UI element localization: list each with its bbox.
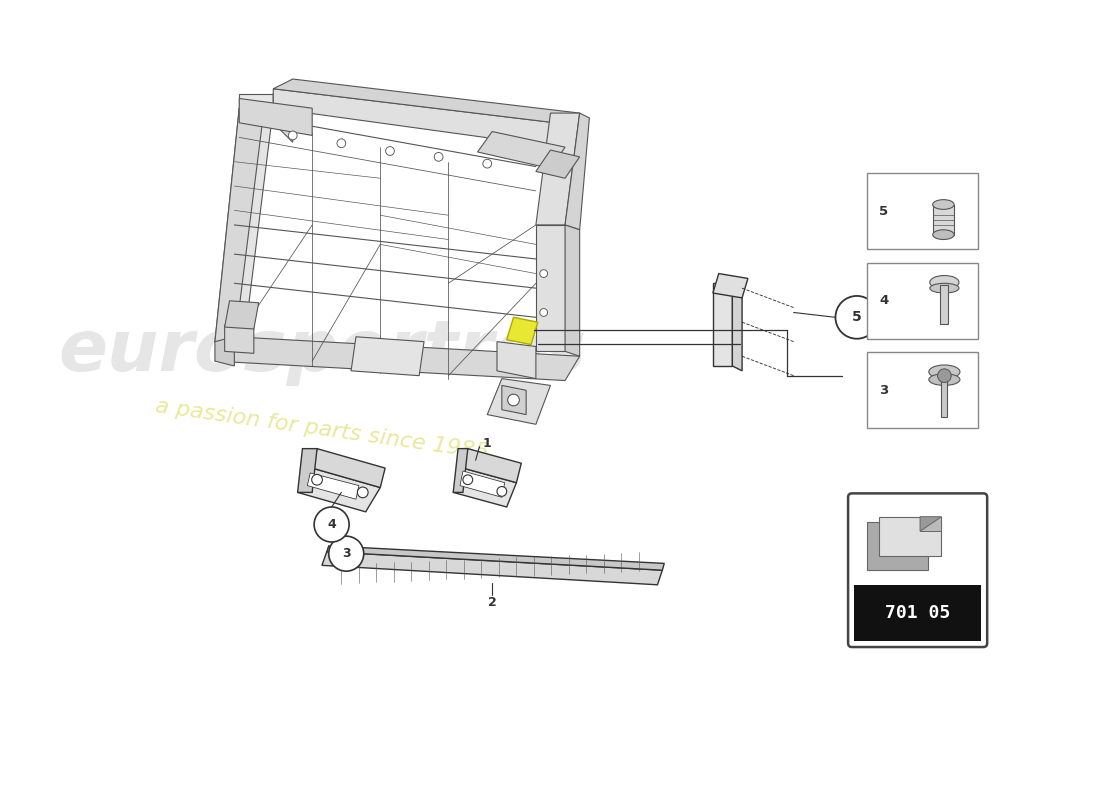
Polygon shape — [713, 283, 733, 366]
Polygon shape — [920, 517, 942, 531]
Bar — [942, 379, 947, 417]
Circle shape — [497, 486, 507, 496]
Polygon shape — [298, 468, 381, 512]
Polygon shape — [327, 546, 664, 570]
Circle shape — [288, 131, 297, 140]
Text: 701 05: 701 05 — [886, 604, 950, 622]
Ellipse shape — [930, 275, 959, 289]
Polygon shape — [565, 113, 590, 230]
Text: a passion for parts since 1985: a passion for parts since 1985 — [154, 396, 490, 462]
Circle shape — [540, 270, 548, 278]
Polygon shape — [273, 79, 580, 123]
Polygon shape — [214, 108, 273, 342]
Text: 3: 3 — [342, 547, 351, 560]
Polygon shape — [273, 89, 556, 147]
Polygon shape — [307, 473, 359, 499]
Polygon shape — [224, 301, 258, 329]
Polygon shape — [273, 94, 293, 142]
Polygon shape — [298, 449, 317, 492]
Ellipse shape — [930, 283, 959, 293]
Polygon shape — [460, 471, 505, 498]
Polygon shape — [239, 94, 273, 123]
Polygon shape — [214, 337, 580, 381]
Circle shape — [311, 474, 322, 485]
Text: 5: 5 — [852, 310, 861, 324]
Polygon shape — [502, 386, 526, 414]
Circle shape — [937, 369, 952, 382]
Bar — [867, 174, 978, 250]
Circle shape — [315, 507, 349, 542]
Polygon shape — [239, 98, 312, 135]
Polygon shape — [536, 225, 565, 351]
Text: 3: 3 — [879, 384, 889, 397]
Polygon shape — [322, 552, 662, 585]
Polygon shape — [879, 517, 942, 556]
Polygon shape — [224, 325, 254, 354]
Circle shape — [358, 487, 368, 498]
Polygon shape — [453, 468, 516, 507]
Polygon shape — [867, 522, 927, 570]
Circle shape — [483, 159, 492, 168]
Circle shape — [337, 139, 345, 148]
FancyBboxPatch shape — [848, 494, 987, 647]
Circle shape — [540, 309, 548, 316]
Polygon shape — [536, 113, 580, 225]
Polygon shape — [214, 108, 264, 346]
Circle shape — [463, 475, 473, 485]
Polygon shape — [487, 378, 550, 424]
Text: 5: 5 — [879, 205, 889, 218]
Text: 2: 2 — [487, 596, 496, 609]
Bar — [933, 206, 954, 234]
Polygon shape — [312, 449, 385, 487]
Polygon shape — [214, 337, 234, 366]
Circle shape — [835, 296, 878, 338]
Bar — [854, 585, 981, 642]
Polygon shape — [351, 337, 424, 376]
Polygon shape — [463, 449, 521, 482]
Text: 1: 1 — [483, 438, 491, 450]
Polygon shape — [920, 517, 942, 531]
Circle shape — [508, 394, 519, 406]
Bar — [867, 263, 978, 338]
Ellipse shape — [928, 365, 960, 378]
Bar — [867, 352, 978, 428]
Text: 4: 4 — [879, 294, 889, 307]
Circle shape — [434, 153, 443, 162]
Polygon shape — [713, 274, 748, 298]
Circle shape — [386, 146, 395, 155]
Polygon shape — [536, 150, 580, 178]
Bar — [940, 286, 948, 324]
Ellipse shape — [933, 230, 954, 239]
Polygon shape — [733, 283, 742, 371]
Circle shape — [329, 536, 364, 571]
Text: 4: 4 — [328, 518, 336, 531]
Polygon shape — [453, 449, 468, 492]
Text: eurosportres: eurosportres — [58, 317, 586, 386]
Polygon shape — [477, 131, 565, 169]
Ellipse shape — [933, 200, 954, 210]
Polygon shape — [507, 318, 538, 345]
Polygon shape — [565, 225, 580, 356]
Polygon shape — [497, 342, 536, 378]
Ellipse shape — [928, 374, 960, 386]
